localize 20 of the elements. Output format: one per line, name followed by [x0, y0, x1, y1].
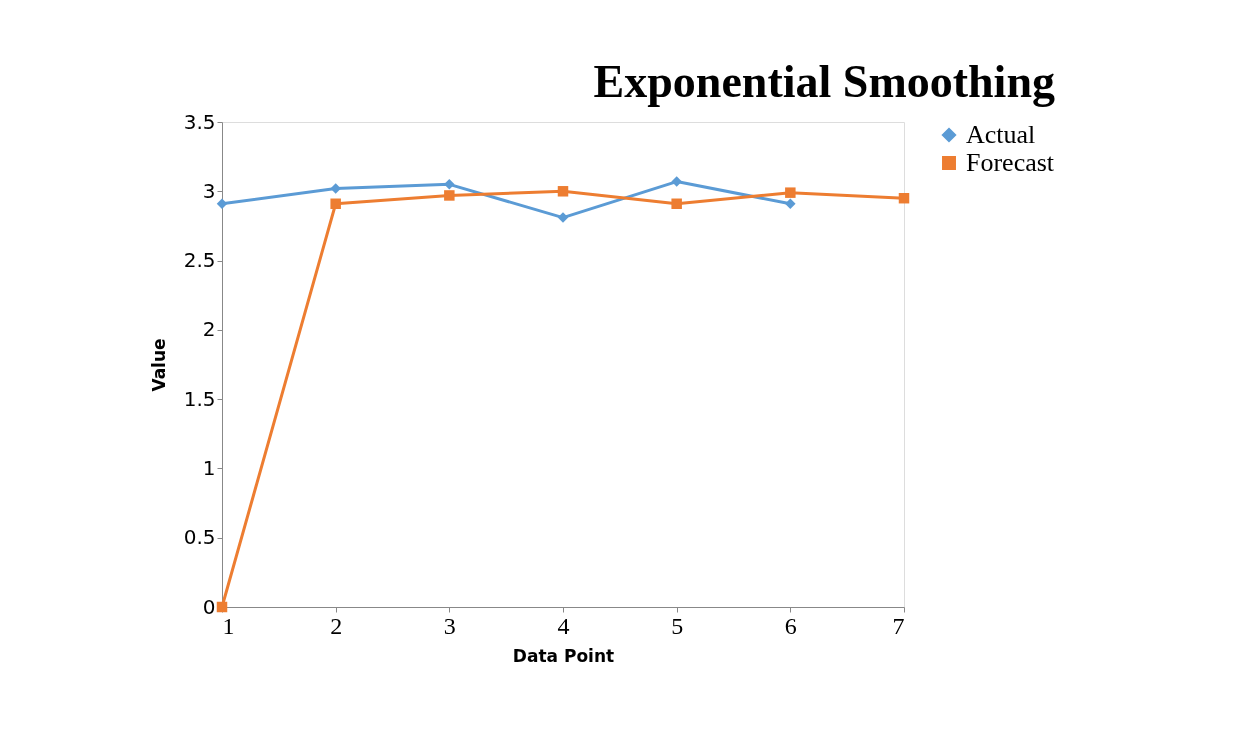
y-tick-label: 3.5	[183, 109, 216, 134]
y-tick-label: 1.5	[183, 386, 216, 411]
y-tick-label: 3	[202, 178, 216, 203]
x-tick-label: 4	[557, 612, 570, 639]
x-axis-title: Data Point	[512, 645, 615, 666]
chart-title: Exponential Smoothing	[593, 56, 1055, 107]
legend-label: Actual	[966, 120, 1036, 149]
y-tick-label: 0.5	[183, 525, 216, 550]
legend-label: Forecast	[966, 148, 1055, 177]
x-tick-label: 5	[671, 612, 684, 639]
y-tick-label: 1	[202, 455, 216, 480]
y-tick-label: 2.5	[183, 248, 216, 273]
y-axis-title: Value	[148, 338, 169, 392]
x-tick-label: 2	[330, 612, 343, 639]
x-tick-label: 3	[443, 612, 456, 639]
x-tick-label: 7	[892, 612, 905, 639]
x-tick-label: 1	[222, 612, 235, 639]
x-tick-label: 6	[784, 612, 797, 639]
y-tick-label: 0	[202, 594, 216, 619]
y-tick-label: 2	[202, 317, 216, 342]
